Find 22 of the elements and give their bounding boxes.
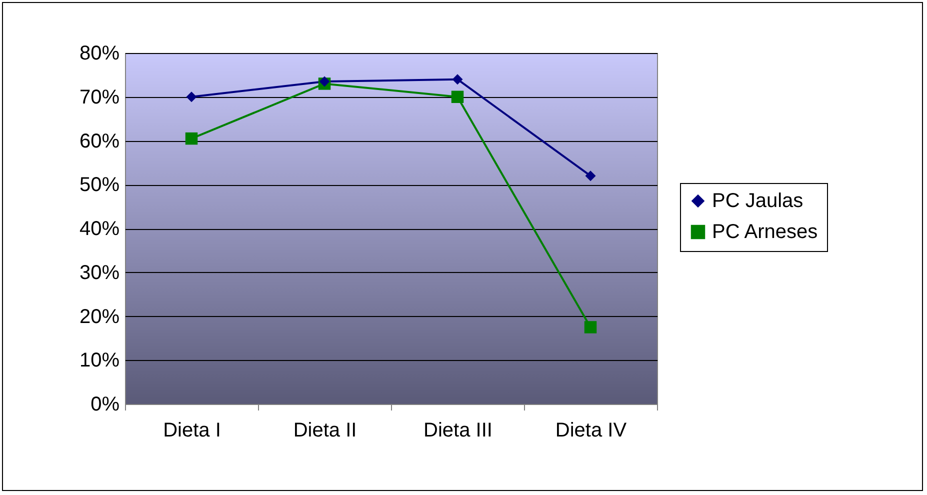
y-tick-label: 80% (79, 42, 120, 64)
point (451, 90, 464, 103)
point (452, 74, 463, 85)
y-tick-label: 20% (79, 306, 120, 328)
y-tick-label: 30% (79, 262, 120, 284)
legend-label: PC Jaulas (712, 190, 804, 212)
point (319, 76, 330, 87)
x-tick-label: Dieta IV (555, 420, 628, 442)
y-tick-label: 0% (90, 394, 120, 416)
point (186, 92, 197, 102)
y-tick-label: 60% (79, 130, 120, 152)
x-tick-label: Dieta III (424, 420, 492, 442)
y-tick-label: 40% (79, 218, 120, 240)
point (585, 170, 596, 182)
y-tick-label: 70% (79, 86, 120, 108)
y-tick-label: 50% (79, 174, 120, 196)
point (584, 321, 597, 334)
legend-label: PC Arneses (712, 221, 818, 243)
y-tick-label: 10% (79, 350, 120, 372)
x-tick-label: Dieta II (293, 420, 357, 442)
point (185, 132, 198, 145)
x-tick-label: Dieta I (163, 420, 221, 442)
